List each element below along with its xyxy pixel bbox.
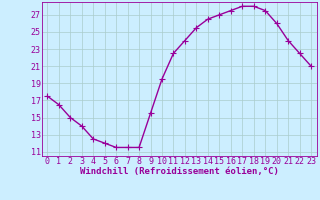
X-axis label: Windchill (Refroidissement éolien,°C): Windchill (Refroidissement éolien,°C) bbox=[80, 167, 279, 176]
